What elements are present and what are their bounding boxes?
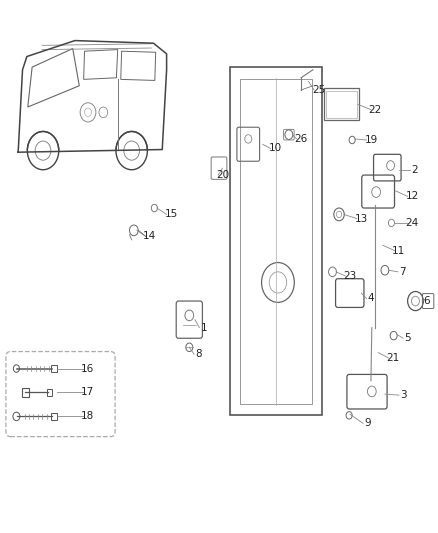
Text: 21: 21 bbox=[386, 353, 399, 363]
Text: 1: 1 bbox=[201, 322, 207, 333]
Text: 3: 3 bbox=[400, 390, 406, 400]
Text: 26: 26 bbox=[294, 134, 308, 144]
Text: 6: 6 bbox=[423, 296, 430, 306]
Text: 7: 7 bbox=[399, 267, 406, 277]
Text: 11: 11 bbox=[392, 246, 406, 255]
Text: 23: 23 bbox=[343, 271, 357, 281]
Bar bbox=[46, 389, 52, 396]
Bar bbox=[51, 365, 57, 372]
Text: 22: 22 bbox=[369, 104, 382, 115]
Text: 19: 19 bbox=[364, 135, 378, 145]
Bar bbox=[51, 413, 57, 420]
Text: 10: 10 bbox=[268, 143, 282, 154]
Text: 17: 17 bbox=[81, 387, 94, 398]
Text: 9: 9 bbox=[364, 418, 371, 429]
Text: 24: 24 bbox=[405, 218, 419, 228]
Text: 15: 15 bbox=[164, 209, 177, 220]
Text: 13: 13 bbox=[355, 214, 368, 224]
Text: 25: 25 bbox=[312, 85, 325, 95]
Text: 14: 14 bbox=[142, 231, 156, 241]
Text: 12: 12 bbox=[405, 191, 419, 201]
Text: 2: 2 bbox=[411, 165, 418, 175]
Text: 8: 8 bbox=[195, 349, 202, 359]
Text: 16: 16 bbox=[81, 364, 94, 374]
Text: 20: 20 bbox=[216, 170, 229, 180]
Text: 18: 18 bbox=[81, 411, 94, 422]
Text: 4: 4 bbox=[367, 293, 374, 303]
Text: 5: 5 bbox=[404, 333, 411, 343]
